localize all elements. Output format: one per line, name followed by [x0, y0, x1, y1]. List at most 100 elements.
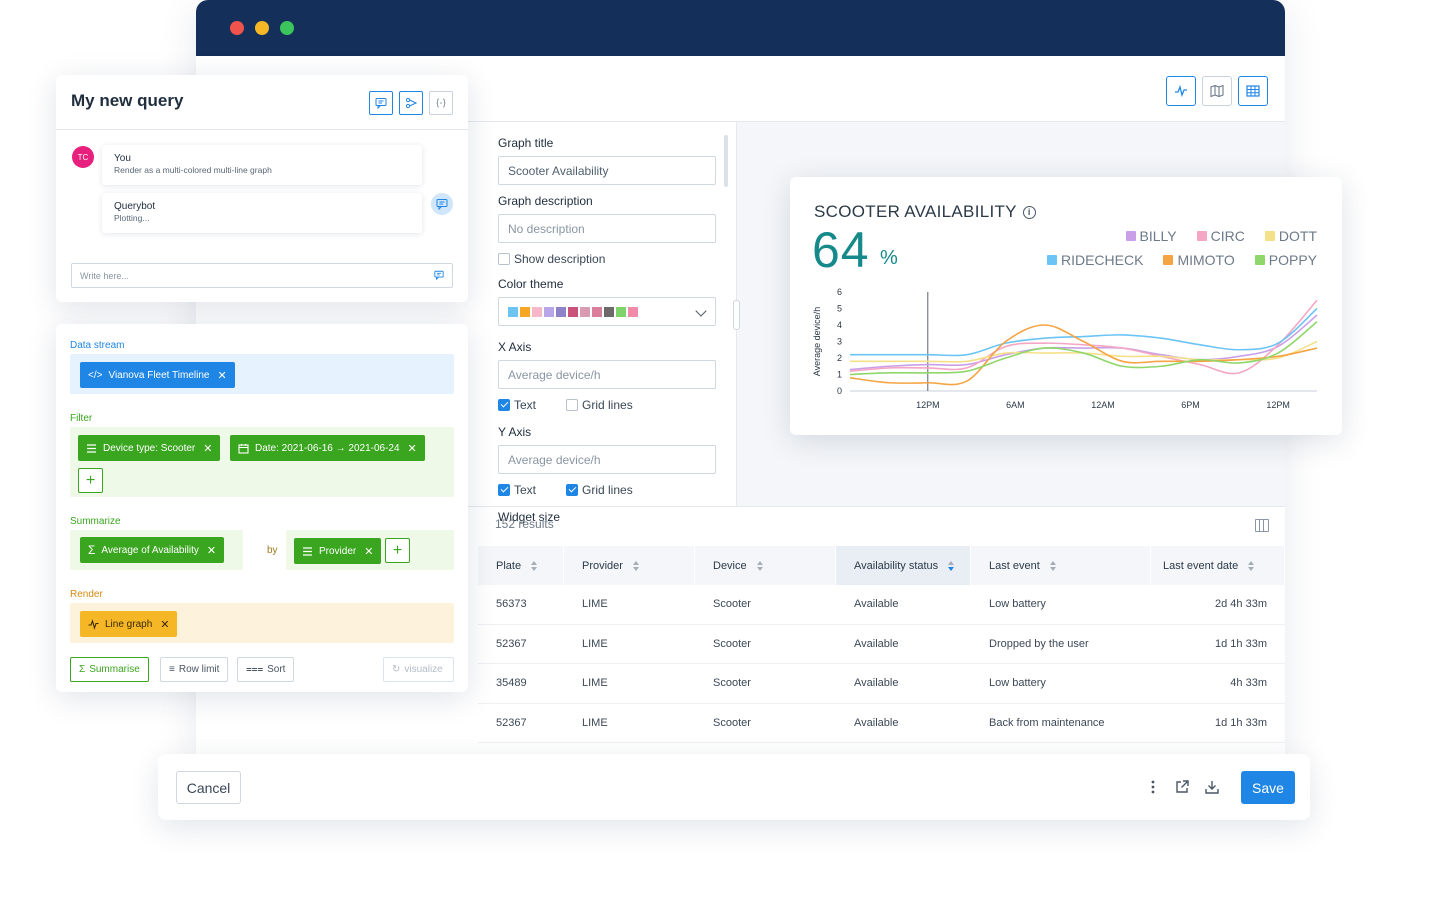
line-chart-icon [1175, 84, 1187, 98]
user-name: You [114, 153, 131, 164]
close-window-button[interactable] [230, 21, 244, 35]
remove-icon[interactable]: ✕ [206, 544, 217, 557]
columns-icon[interactable] [1255, 519, 1269, 532]
remove-icon[interactable]: ✕ [160, 618, 170, 631]
y-axis-input[interactable]: Average device/h [498, 445, 716, 474]
x-text-checkbox[interactable] [498, 399, 510, 411]
render-chip[interactable]: Line graph ✕ [80, 611, 178, 637]
color-theme-select[interactable] [498, 297, 716, 326]
visualize-button[interactable]: ↻ visualize [383, 657, 454, 682]
y-grid-checkbox[interactable] [566, 484, 579, 496]
form-scrollbar[interactable] [724, 135, 728, 187]
series-line-poppy [849, 321, 1318, 376]
legend-item-billy[interactable]: BILLY [1125, 228, 1177, 244]
x-tick-label: 12AM [1091, 400, 1115, 410]
remove-icon[interactable]: ✕ [203, 442, 213, 455]
summarise-button[interactable]: Σ Summarise [70, 657, 149, 682]
column-header-last-event[interactable]: Last event [971, 546, 1151, 585]
code-button[interactable] [429, 91, 453, 115]
color-swatch [520, 306, 530, 317]
filter-chip-date[interactable]: Date: 2021-06-16 → 2021-06-24 ✕ [230, 435, 425, 461]
series-line-ridecheck [850, 307, 1318, 357]
color-swatch [508, 306, 518, 317]
maximize-window-button[interactable] [280, 21, 294, 35]
sort-icon [1049, 560, 1056, 571]
column-header-device[interactable]: Device [695, 546, 836, 585]
download-button[interactable] [1203, 778, 1221, 796]
more-options-button[interactable] [1144, 778, 1162, 796]
table-cell: 1d 1h 33m [1215, 716, 1267, 729]
column-header-availability[interactable]: Availability status [836, 546, 971, 585]
window-titlebar [196, 0, 1285, 56]
legend-swatch [1163, 255, 1174, 265]
user-message: You Render as a multi-colored multi-line… [102, 145, 422, 185]
table-cell: 4h 33m [1230, 677, 1267, 690]
sigma-icon: Σ [88, 543, 96, 557]
graph-description-input[interactable]: No description [498, 214, 716, 243]
summarize-zone: Σ Average of Availability ✕ [70, 530, 243, 570]
remove-icon[interactable]: ✕ [217, 369, 227, 382]
minimize-window-button[interactable] [255, 21, 269, 35]
column-header-provider[interactable]: Provider [564, 546, 695, 585]
color-swatch [556, 306, 566, 317]
legend-item-circ[interactable]: CIRC [1196, 228, 1245, 244]
summarize-chip[interactable]: Σ Average of Availability ✕ [80, 537, 225, 563]
row-limit-button[interactable]: ≡ Row limit [160, 657, 229, 682]
chart-legend: BILLY CIRC DOTT RIDECHECK MIMOTO POPPY [1017, 228, 1317, 268]
line-chart: Average device/h 0 1 2 3 4 5 6 12PM 6AM 12AM 6PM 12P… [812, 287, 1318, 410]
table-cell: Scooter [713, 677, 751, 690]
open-external-button[interactable] [1173, 778, 1191, 796]
add-filter-button[interactable]: + [78, 468, 103, 493]
table-row[interactable]: 52367 LIME Scooter Available Back from maint… [478, 704, 1285, 743]
sort-button[interactable]: ⩶ Sort [237, 657, 295, 682]
save-button[interactable]: Save [1241, 771, 1295, 804]
table-row[interactable]: 52367 LIME Scooter Available Dropped by the … [478, 625, 1285, 664]
share-button[interactable] [399, 91, 423, 115]
legend-item-mimoto[interactable]: MIMOTO [1163, 252, 1235, 268]
table-view-button[interactable] [1238, 76, 1268, 106]
color-swatch [568, 306, 578, 317]
legend-item-ridecheck[interactable]: RIDECHECK [1046, 252, 1143, 268]
chart-widget: SCOOTER AVAILABILITY i 64 % BILLY CIRC DOT… [790, 177, 1342, 435]
color-swatch [592, 306, 602, 317]
query-builder-panel: Data stream </> Vianova Fleet Timeline ✕… [56, 324, 468, 692]
data-stream-chip[interactable]: </> Vianova Fleet Timeline ✕ [80, 362, 235, 388]
more-vertical-icon [1151, 780, 1155, 794]
graph-config-form: Graph title Scooter Availability Graph d… [498, 136, 718, 530]
chat-input-placeholder: Write here... [80, 271, 129, 281]
group-by-chip[interactable]: Provider ✕ [294, 538, 382, 564]
table-row[interactable]: 35489 LIME Scooter Available Low battery 4h 3… [478, 664, 1285, 704]
panel-resize-handle[interactable] [733, 300, 740, 330]
y-tick-label: 4 [837, 320, 842, 330]
legend-item-poppy[interactable]: POPPY [1254, 252, 1317, 268]
line-chart-view-button[interactable] [1166, 76, 1196, 106]
column-header-plate[interactable]: Plate [478, 546, 564, 585]
map-view-button[interactable] [1202, 76, 1232, 106]
graph-title-input[interactable]: Scooter Availability [498, 156, 716, 185]
y-text-checkbox[interactable] [498, 484, 510, 496]
y-grid-label: Grid lines [582, 483, 633, 497]
list-icon: ≡ [169, 664, 175, 675]
chat-button[interactable] [369, 91, 393, 115]
add-group-button[interactable]: + [385, 538, 410, 563]
remove-icon[interactable]: ✕ [364, 545, 374, 558]
filter-chip-device-type[interactable]: Device type: Scooter ✕ [78, 435, 221, 461]
x-axis-input[interactable]: Average device/h [498, 360, 716, 389]
table-cell: Scooter [713, 598, 751, 611]
remove-icon[interactable]: ✕ [407, 442, 417, 455]
x-tick-label: 12PM [916, 400, 940, 410]
send-message-icon[interactable] [434, 270, 444, 280]
table-cell: Available [854, 716, 899, 729]
color-swatch [544, 306, 554, 317]
table-row[interactable]: 56373 LIME Scooter Available Low battery 2d 4… [478, 585, 1285, 625]
show-description-checkbox[interactable] [498, 253, 510, 265]
x-grid-label: Grid lines [582, 398, 633, 412]
color-theme-label: Color theme [498, 277, 564, 291]
y-text-label: Text [514, 483, 537, 497]
x-grid-checkbox[interactable] [566, 399, 579, 411]
legend-item-dott[interactable]: DOTT [1264, 228, 1317, 244]
cancel-button[interactable]: Cancel [176, 771, 241, 804]
info-icon[interactable]: i [1022, 205, 1036, 219]
chat-input[interactable]: Write here... [71, 263, 453, 288]
column-header-last-event-date[interactable]: Last event date [1151, 546, 1285, 585]
